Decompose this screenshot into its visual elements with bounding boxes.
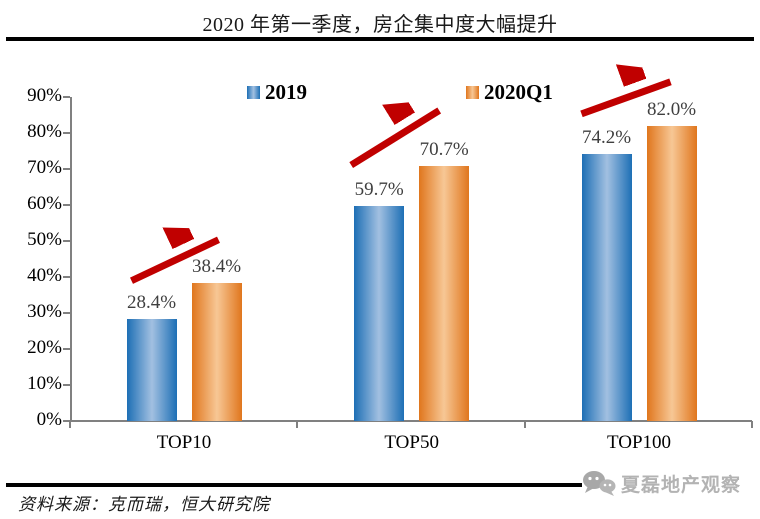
y-axis-tick-label: 0% (36, 409, 62, 430)
legend-label-2020q1: 2020Q1 (484, 79, 553, 104)
value-label-2019-TOP10: 28.4% (126, 291, 177, 313)
trend-arrow-TOP100 (580, 82, 672, 118)
bar-2019-TOP100 (581, 153, 632, 421)
value-label-2020Q1-TOP10: 38.4% (191, 255, 242, 277)
y-axis-tick-label: 80% (27, 121, 62, 142)
y-axis-tick (63, 420, 70, 422)
y-axis-tick (63, 96, 70, 98)
x-axis-tick (296, 421, 299, 428)
y-axis-tick (63, 276, 70, 278)
bar-2019-TOP10 (126, 318, 177, 421)
watermark-label: 夏磊地产观察 (621, 474, 742, 496)
legend-item-2020q1: 2020Q1 (466, 79, 553, 105)
x-axis-category-label: TOP50 (384, 432, 439, 453)
legend-swatch-2019 (247, 85, 260, 99)
y-axis-tick (63, 384, 70, 386)
y-axis-tick-label: 70% (27, 157, 62, 178)
y-axis-tick (63, 240, 70, 242)
x-axis-tick (523, 421, 526, 428)
bar-2020Q1-TOP100 (646, 125, 697, 421)
x-axis-category-label: TOP10 (156, 432, 212, 453)
bar-2020Q1-TOP50 (419, 166, 470, 421)
x-axis-tick (751, 421, 753, 428)
x-axis-category-label: TOP100 (606, 432, 672, 453)
value-label-2019-TOP50: 59.7% (354, 179, 404, 201)
y-axis-tick-label: 40% (27, 265, 62, 286)
value-label-2019-TOP100: 74.2% (581, 126, 632, 148)
y-axis-tick-label: 10% (27, 373, 62, 394)
top-divider (6, 37, 754, 41)
y-axis-tick (63, 348, 70, 350)
bar-2019-TOP50 (354, 206, 405, 421)
legend-item-2019: 2019 (247, 79, 307, 105)
trend-arrow-TOP50 (349, 110, 442, 169)
value-label-2020Q1-TOP100: 82.0% (646, 98, 697, 120)
y-axis-tick-label: 50% (27, 229, 62, 250)
bar-2020Q1-TOP10 (191, 282, 242, 421)
value-label-2020Q1-TOP50: 70.7% (419, 139, 469, 161)
y-axis-tick (63, 168, 70, 170)
y-axis-tick-label: 60% (27, 193, 62, 214)
y-axis-line (70, 97, 72, 421)
y-axis-tick (63, 132, 70, 134)
wechat-icon (583, 471, 616, 496)
watermark: 夏磊地产观察 (582, 463, 754, 503)
y-axis-tick-label: 90% (27, 85, 62, 106)
y-axis-tick-label: 20% (27, 337, 62, 358)
source-note: 资料来源：克而瑞，恒大研究院 (18, 495, 270, 514)
y-axis-tick-label: 30% (27, 301, 62, 322)
legend-label-2019: 2019 (265, 79, 307, 104)
x-axis-line (70, 420, 752, 422)
trend-arrow-TOP10 (130, 240, 220, 284)
y-axis-tick (63, 312, 70, 314)
chart-title: 2020 年第一季度，房企集中度大幅提升 (202, 14, 558, 36)
y-axis-tick (63, 204, 70, 206)
bottom-divider (6, 483, 754, 487)
legend-swatch-2020q1 (466, 85, 479, 99)
x-axis-tick (69, 421, 71, 428)
